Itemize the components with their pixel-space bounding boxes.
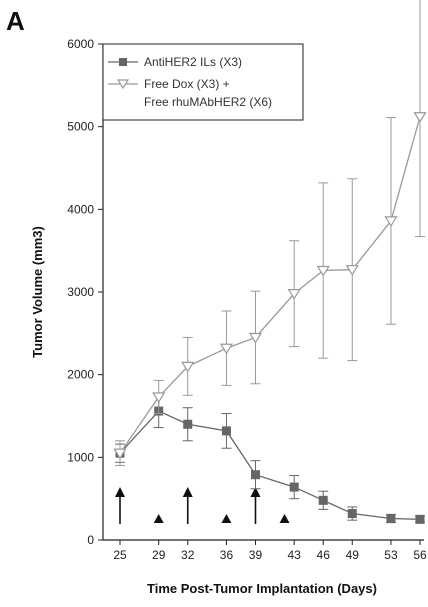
legend-marker-2 [116,79,130,90]
panel-label: A [6,6,25,36]
data-point [183,419,193,429]
legend-marker-1 [119,58,127,66]
y-axis-title: Tumor Volume (mm3) [30,226,45,358]
y-tick-label: 4000 [67,202,94,216]
data-point [287,289,301,300]
dose-arrowhead-small [279,514,290,523]
legend: AntiHER2 ILs (X3) Free Dox (X3) + Free r… [102,43,304,121]
data-point [347,509,357,519]
dose-arrow-head [182,487,193,497]
dosing-arrows [115,487,290,524]
series-layer [113,0,427,524]
y-tick-label: 5000 [67,120,94,134]
y-tick-label: 6000 [67,37,94,51]
dose-arrowhead-small [153,514,164,523]
data-point [181,361,195,373]
dose-arrow-head [250,487,261,497]
legend-box [102,43,304,121]
x-tick-label: 32 [181,548,195,562]
data-point [415,514,425,524]
data-point [289,482,299,492]
data-point [384,216,398,228]
y-tick-label: 3000 [67,285,94,299]
data-point [413,112,427,123]
x-tick-label: 36 [220,548,234,562]
data-point [219,343,234,355]
dose-arrow-head [115,487,125,497]
dose-arrowhead-small [221,514,232,523]
data-point [316,265,330,277]
x-axis-title: Time Post-Tumor Implantation (Days) [147,581,377,596]
x-tick-label: 56 [413,548,427,562]
data-point [152,392,166,404]
data-point [250,470,260,480]
x-tick-label: 53 [384,548,398,562]
x-tick-label: 49 [346,548,360,562]
series-line [119,116,421,454]
x-tick-label: 39 [249,548,263,562]
legend-label-2b: Free rhuMAbHER2 (X6) [144,95,272,109]
y-ticks: 0 1000 2000 3000 4000 5000 6000 [67,37,103,547]
legend-label-2a: Free Dox (X3) + [144,77,230,91]
legend-label-1: AntiHER2 ILs (X3) [144,55,242,69]
x-ticks: 25 29 32 36 39 43 46 49 53 56 [113,540,427,562]
y-tick-label: 0 [87,533,94,547]
x-tick-label: 43 [288,548,302,562]
data-point [113,448,127,460]
y-tick-label: 1000 [67,450,94,464]
series-2 [113,0,427,467]
x-tick-label: 46 [317,548,331,562]
data-point [221,426,231,436]
data-point [345,265,359,276]
y-tick-label: 2000 [67,368,94,382]
x-tick-label: 25 [113,548,127,562]
series-line [119,410,421,520]
x-tick-label: 29 [152,548,166,562]
data-point [318,495,328,505]
data-point [248,332,263,344]
data-point [386,514,396,524]
